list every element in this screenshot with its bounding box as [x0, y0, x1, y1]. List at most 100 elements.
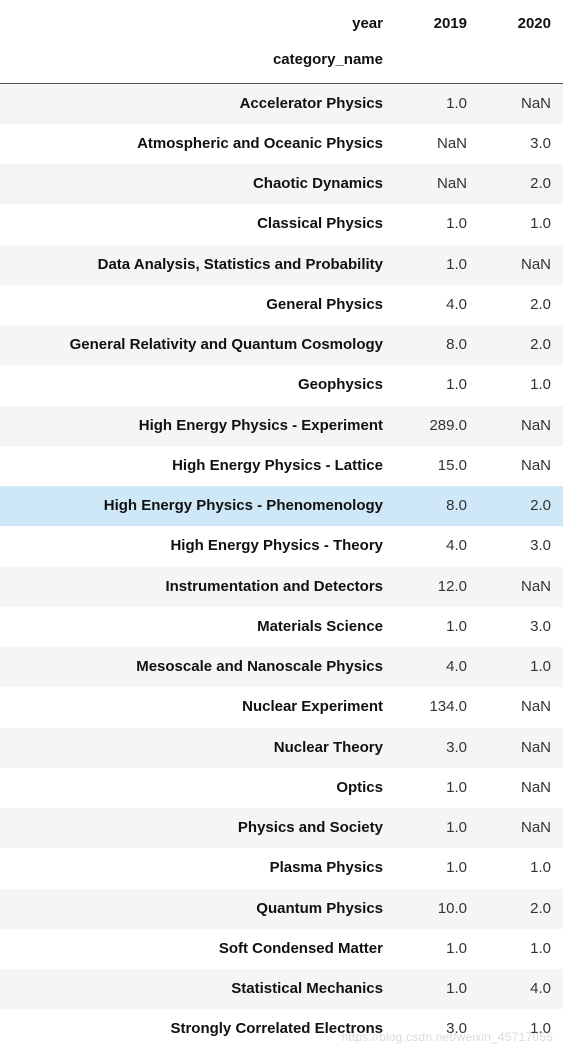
- cell-2020: NaN: [479, 245, 563, 285]
- cell-2019: 15.0: [395, 446, 479, 486]
- table-body: Accelerator Physics1.0NaNAtmospheric and…: [0, 83, 563, 1050]
- header-empty: [395, 44, 479, 82]
- cell-2020: NaN: [479, 808, 563, 848]
- pivot-table: year 2019 2020 category_name Accelerator…: [0, 0, 563, 1050]
- row-label: Chaotic Dynamics: [0, 164, 395, 204]
- row-label: Optics: [0, 768, 395, 808]
- cell-2019: 3.0: [395, 728, 479, 768]
- cell-2019: 1.0: [395, 83, 479, 124]
- table-row: Physics and Society1.0NaN: [0, 808, 563, 848]
- row-label: Soft Condensed Matter: [0, 929, 395, 969]
- table-row: Soft Condensed Matter1.01.0: [0, 929, 563, 969]
- cell-2020: NaN: [479, 567, 563, 607]
- cell-2020: NaN: [479, 687, 563, 727]
- row-label: Instrumentation and Detectors: [0, 567, 395, 607]
- table-row: Optics1.0NaN: [0, 768, 563, 808]
- table-row: Mesoscale and Nanoscale Physics4.01.0: [0, 647, 563, 687]
- row-label: Quantum Physics: [0, 889, 395, 929]
- cell-2020: NaN: [479, 83, 563, 124]
- row-label: Classical Physics: [0, 204, 395, 244]
- table-row: Atmospheric and Oceanic PhysicsNaN3.0: [0, 124, 563, 164]
- row-label: Statistical Mechanics: [0, 969, 395, 1009]
- cell-2020: 1.0: [479, 1009, 563, 1049]
- table-row: Geophysics1.01.0: [0, 365, 563, 405]
- table-row: Materials Science1.03.0: [0, 607, 563, 647]
- row-label: High Energy Physics - Theory: [0, 526, 395, 566]
- cell-2019: 4.0: [395, 285, 479, 325]
- cell-2020: 2.0: [479, 325, 563, 365]
- table-row: High Energy Physics - Phenomenology8.02.…: [0, 486, 563, 526]
- row-label: Geophysics: [0, 365, 395, 405]
- cell-2020: 2.0: [479, 889, 563, 929]
- cell-2019: 3.0: [395, 1009, 479, 1049]
- table-row: Chaotic DynamicsNaN2.0: [0, 164, 563, 204]
- cell-2019: 1.0: [395, 245, 479, 285]
- row-label: High Energy Physics - Lattice: [0, 446, 395, 486]
- cell-2020: 2.0: [479, 164, 563, 204]
- header-col-2020: 2020: [479, 0, 563, 44]
- cell-2019: 1.0: [395, 848, 479, 888]
- cell-2020: 3.0: [479, 607, 563, 647]
- pivot-table-container: year 2019 2020 category_name Accelerator…: [0, 0, 563, 1050]
- row-label: Atmospheric and Oceanic Physics: [0, 124, 395, 164]
- header-col-2019: 2019: [395, 0, 479, 44]
- row-label: Data Analysis, Statistics and Probabilit…: [0, 245, 395, 285]
- row-label: Materials Science: [0, 607, 395, 647]
- row-label: Plasma Physics: [0, 848, 395, 888]
- cell-2019: 10.0: [395, 889, 479, 929]
- cell-2019: 1.0: [395, 768, 479, 808]
- cell-2020: 1.0: [479, 848, 563, 888]
- header-corner-category: category_name: [0, 44, 395, 82]
- table-row: Instrumentation and Detectors12.0NaN: [0, 567, 563, 607]
- row-label: High Energy Physics - Experiment: [0, 406, 395, 446]
- row-label: Nuclear Theory: [0, 728, 395, 768]
- cell-2019: 8.0: [395, 486, 479, 526]
- row-label: General Physics: [0, 285, 395, 325]
- cell-2020: 1.0: [479, 365, 563, 405]
- cell-2020: 2.0: [479, 285, 563, 325]
- table-row: Statistical Mechanics1.04.0: [0, 969, 563, 1009]
- cell-2019: 134.0: [395, 687, 479, 727]
- table-row: Data Analysis, Statistics and Probabilit…: [0, 245, 563, 285]
- cell-2019: 1.0: [395, 204, 479, 244]
- table-row: High Energy Physics - Theory4.03.0: [0, 526, 563, 566]
- cell-2020: NaN: [479, 406, 563, 446]
- cell-2020: 2.0: [479, 486, 563, 526]
- cell-2019: 4.0: [395, 647, 479, 687]
- table-row: General Physics4.02.0: [0, 285, 563, 325]
- table-row: Nuclear Theory3.0NaN: [0, 728, 563, 768]
- table-header: year 2019 2020 category_name: [0, 0, 563, 83]
- cell-2019: 289.0: [395, 406, 479, 446]
- cell-2019: 1.0: [395, 808, 479, 848]
- cell-2019: 1.0: [395, 365, 479, 405]
- cell-2020: 1.0: [479, 204, 563, 244]
- header-corner-year: year: [0, 0, 395, 44]
- row-label: General Relativity and Quantum Cosmology: [0, 325, 395, 365]
- table-row: High Energy Physics - Lattice15.0NaN: [0, 446, 563, 486]
- cell-2019: 8.0: [395, 325, 479, 365]
- cell-2020: 3.0: [479, 124, 563, 164]
- cell-2020: NaN: [479, 446, 563, 486]
- cell-2019: 4.0: [395, 526, 479, 566]
- cell-2019: 12.0: [395, 567, 479, 607]
- table-row: Accelerator Physics1.0NaN: [0, 83, 563, 124]
- cell-2020: NaN: [479, 768, 563, 808]
- header-empty: [479, 44, 563, 82]
- table-row: Strongly Correlated Electrons3.01.0: [0, 1009, 563, 1049]
- cell-2020: NaN: [479, 728, 563, 768]
- cell-2020: 4.0: [479, 969, 563, 1009]
- row-label: Physics and Society: [0, 808, 395, 848]
- cell-2019: 1.0: [395, 607, 479, 647]
- cell-2019: NaN: [395, 124, 479, 164]
- row-label: Strongly Correlated Electrons: [0, 1009, 395, 1049]
- table-row: Classical Physics1.01.0: [0, 204, 563, 244]
- cell-2019: NaN: [395, 164, 479, 204]
- table-row: High Energy Physics - Experiment289.0NaN: [0, 406, 563, 446]
- row-label: Accelerator Physics: [0, 83, 395, 124]
- cell-2019: 1.0: [395, 969, 479, 1009]
- table-row: Nuclear Experiment134.0NaN: [0, 687, 563, 727]
- cell-2020: 1.0: [479, 647, 563, 687]
- cell-2019: 1.0: [395, 929, 479, 969]
- cell-2020: 1.0: [479, 929, 563, 969]
- row-label: Mesoscale and Nanoscale Physics: [0, 647, 395, 687]
